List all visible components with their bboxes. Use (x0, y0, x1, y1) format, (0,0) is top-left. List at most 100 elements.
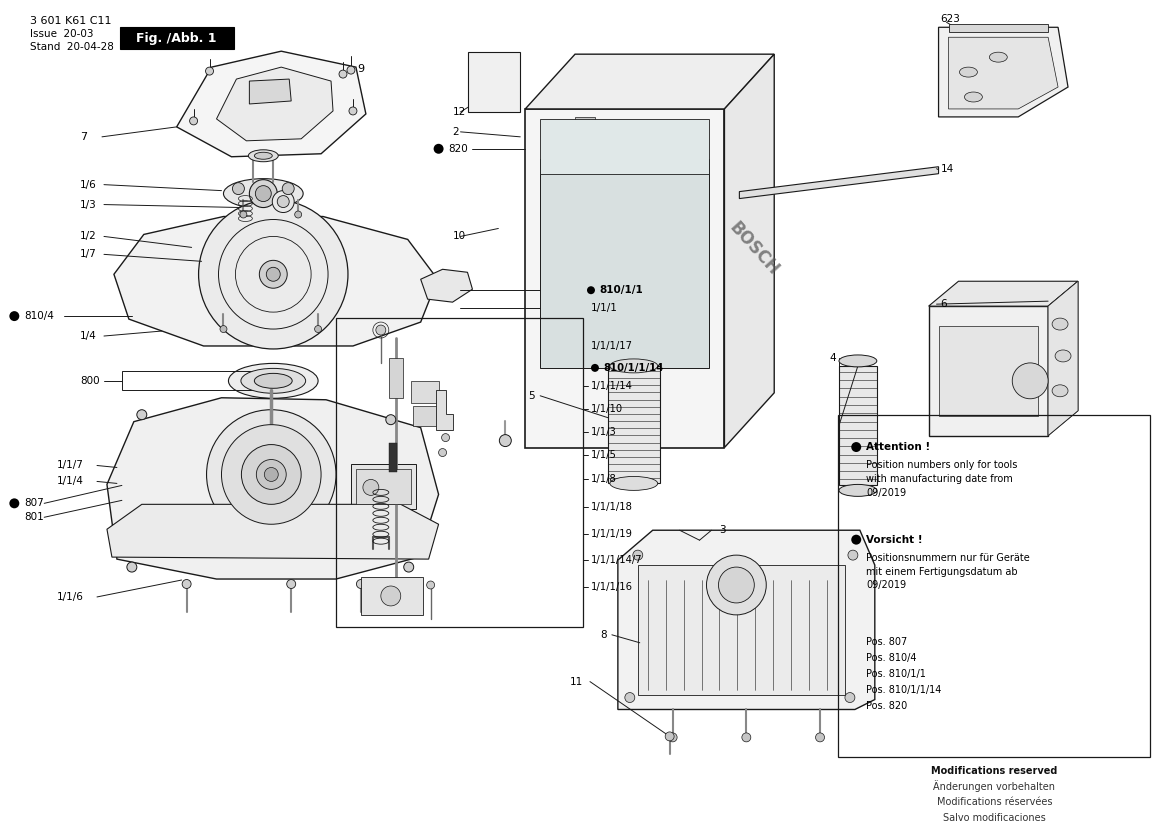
Text: 1/4: 1/4 (79, 331, 97, 341)
Text: Änderungen vorbehalten: Änderungen vorbehalten (933, 781, 1056, 792)
Text: 1/1/8: 1/1/8 (592, 474, 617, 484)
Circle shape (286, 580, 296, 588)
Ellipse shape (610, 359, 658, 373)
Text: 1/1/1/17: 1/1/1/17 (592, 341, 632, 351)
Text: 800: 800 (79, 376, 99, 386)
Text: Pos. 810/1/1: Pos. 810/1/1 (866, 669, 926, 679)
Circle shape (350, 107, 357, 115)
Circle shape (255, 186, 271, 202)
Ellipse shape (839, 355, 877, 367)
Text: 810/4: 810/4 (25, 311, 54, 321)
Text: 9: 9 (357, 64, 364, 74)
Ellipse shape (1052, 318, 1068, 330)
Text: 10: 10 (452, 231, 465, 241)
Text: Attention !: Attention ! (866, 442, 931, 452)
Text: 1/1/1/18: 1/1/1/18 (592, 502, 632, 512)
Polygon shape (618, 530, 874, 710)
Ellipse shape (277, 196, 289, 207)
Bar (355, 469, 410, 505)
Circle shape (719, 567, 754, 603)
Bar (939, 326, 1038, 415)
Text: 810/1/1: 810/1/1 (599, 285, 643, 295)
Text: 7: 7 (79, 132, 88, 142)
Text: Issue  20-03: Issue 20-03 (30, 29, 94, 40)
Text: 1/1/5: 1/1/5 (592, 449, 617, 459)
Polygon shape (106, 398, 438, 579)
Text: 1/2: 1/2 (79, 231, 97, 241)
Circle shape (207, 410, 336, 539)
Bar (928, 306, 1049, 435)
Text: 5: 5 (528, 391, 535, 401)
Circle shape (295, 211, 302, 218)
Text: 14: 14 (941, 164, 954, 173)
Circle shape (592, 364, 599, 372)
Polygon shape (177, 51, 366, 157)
Bar (638, 565, 845, 695)
Text: 810/1/1/14: 810/1/1/14 (603, 363, 663, 373)
Text: mit einem Fertigungsdatum ab: mit einem Fertigungsdatum ab (866, 567, 1018, 577)
Polygon shape (469, 52, 520, 112)
Polygon shape (216, 67, 333, 140)
Circle shape (742, 733, 750, 742)
Circle shape (434, 144, 443, 154)
Bar (413, 406, 436, 425)
Polygon shape (436, 390, 452, 430)
Circle shape (851, 534, 862, 544)
Ellipse shape (964, 92, 982, 102)
Text: 4: 4 (829, 353, 836, 363)
Polygon shape (1049, 281, 1078, 435)
Ellipse shape (1056, 350, 1071, 362)
Circle shape (314, 325, 321, 333)
Text: 1/1/1: 1/1/1 (592, 303, 618, 313)
Circle shape (381, 586, 401, 606)
Ellipse shape (223, 178, 303, 208)
Bar (120, 27, 235, 50)
Text: 09/2019: 09/2019 (866, 488, 906, 498)
Circle shape (403, 563, 414, 572)
Text: 1/1/6: 1/1/6 (57, 592, 84, 602)
Text: 1/1/1/16: 1/1/1/16 (592, 582, 632, 592)
Bar (608, 366, 659, 483)
Circle shape (242, 444, 302, 505)
Polygon shape (106, 505, 438, 559)
Ellipse shape (255, 152, 272, 159)
Circle shape (347, 66, 355, 74)
Text: Vorsicht !: Vorsicht ! (866, 534, 922, 544)
Circle shape (845, 692, 855, 703)
Circle shape (260, 260, 288, 288)
Bar (336, 318, 583, 627)
Bar (948, 24, 1049, 32)
Text: Position numbers only for tools: Position numbers only for tools (866, 460, 1017, 470)
Text: 8: 8 (600, 629, 607, 640)
Circle shape (386, 415, 396, 425)
Circle shape (357, 580, 366, 588)
Ellipse shape (248, 150, 278, 162)
Circle shape (816, 733, 824, 742)
Text: 807: 807 (25, 498, 44, 508)
Ellipse shape (272, 191, 295, 212)
Circle shape (9, 498, 20, 508)
Bar (575, 117, 595, 129)
Text: 6: 6 (941, 299, 947, 309)
Circle shape (189, 117, 198, 125)
Circle shape (282, 183, 295, 195)
Circle shape (851, 442, 862, 452)
Text: Salvo modificaciones: Salvo modificaciones (943, 814, 1046, 824)
Text: 820: 820 (449, 144, 469, 154)
Text: BOSCH: BOSCH (726, 218, 783, 278)
Circle shape (427, 581, 435, 589)
Text: Positionsnummern nur für Geräte: Positionsnummern nur für Geräte (866, 553, 1030, 563)
Text: 1/1/7: 1/1/7 (57, 460, 84, 471)
Circle shape (206, 67, 214, 75)
Text: Modifications réservées: Modifications réservées (936, 797, 1052, 807)
Circle shape (339, 70, 347, 78)
Circle shape (199, 200, 348, 349)
Ellipse shape (839, 484, 877, 496)
Circle shape (438, 449, 447, 457)
Circle shape (499, 434, 511, 447)
Bar (525, 109, 725, 448)
Polygon shape (739, 167, 939, 198)
Circle shape (221, 425, 321, 525)
Circle shape (362, 479, 379, 496)
Circle shape (137, 410, 147, 420)
